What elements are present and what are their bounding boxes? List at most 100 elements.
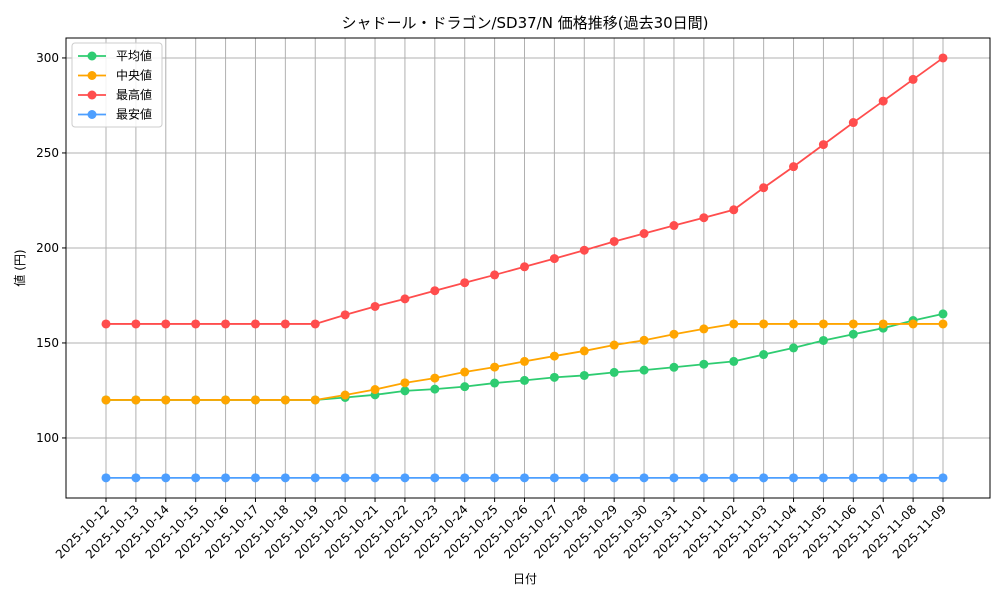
data-point <box>699 213 709 223</box>
data-point <box>430 373 440 383</box>
data-point <box>430 384 440 394</box>
data-point <box>400 294 410 304</box>
data-point <box>848 473 858 483</box>
data-point <box>310 319 320 329</box>
data-point <box>131 395 141 405</box>
data-point <box>789 473 799 483</box>
data-point <box>340 310 350 320</box>
data-point <box>908 319 918 329</box>
legend-box <box>71 42 163 128</box>
data-point <box>938 319 948 329</box>
legend-entry: 中央値 <box>78 68 152 83</box>
y-tick-label: 100 <box>36 431 59 445</box>
y-tick-label: 200 <box>36 241 59 255</box>
data-point <box>818 473 828 483</box>
data-point <box>400 378 410 388</box>
grid <box>66 38 990 498</box>
data-point <box>400 386 410 396</box>
data-point <box>579 245 589 255</box>
data-point <box>759 183 769 193</box>
data-point <box>400 473 410 483</box>
data-point <box>490 270 500 280</box>
x-axis-label: 日付 <box>513 572 537 586</box>
data-point <box>818 319 828 329</box>
data-point <box>908 473 918 483</box>
data-point <box>490 362 500 372</box>
data-point <box>191 319 201 329</box>
data-point <box>191 473 201 483</box>
legend-entry: 最高値 <box>78 87 152 102</box>
data-point <box>729 473 739 483</box>
data-point <box>490 473 500 483</box>
data-point <box>520 375 529 385</box>
data-point <box>310 395 320 405</box>
data-point <box>131 319 141 329</box>
data-point <box>221 319 231 329</box>
data-point <box>250 319 260 329</box>
legend-label: 平均値 <box>116 48 152 63</box>
data-point <box>908 74 918 84</box>
data-point <box>938 53 948 63</box>
legend-marker <box>87 110 97 119</box>
data-point <box>460 367 470 377</box>
data-point <box>759 350 769 360</box>
data-point <box>161 395 171 405</box>
y-tick-label: 250 <box>36 146 59 160</box>
legend-label: 最安値 <box>116 107 152 122</box>
data-point <box>460 473 470 483</box>
data-point <box>669 221 679 231</box>
data-point <box>669 329 679 339</box>
data-point <box>729 319 739 329</box>
data-point <box>609 473 619 483</box>
data-point <box>789 319 799 329</box>
data-point <box>370 301 380 311</box>
data-point <box>818 335 828 345</box>
data-point <box>669 362 679 372</box>
data-point <box>878 96 888 106</box>
data-point <box>310 473 320 483</box>
data-point <box>161 473 171 483</box>
data-point <box>848 118 858 128</box>
data-point <box>609 340 619 350</box>
data-point <box>131 473 141 483</box>
y-axis-label: 値 (円) <box>12 249 27 286</box>
data-point <box>430 286 440 296</box>
data-point <box>639 229 649 239</box>
data-point <box>280 395 290 405</box>
data-point <box>699 359 709 369</box>
x-axis: 2025-10-122025-10-132025-10-142025-10-15… <box>53 498 949 561</box>
data-point <box>729 205 739 215</box>
chart-title: シャドール・ドラゴン/SD37/N 価格推移(過去30日間) <box>341 14 708 32</box>
data-point <box>699 324 709 334</box>
data-point <box>221 395 231 405</box>
data-point <box>460 382 470 392</box>
data-point <box>250 395 260 405</box>
data-point <box>430 473 440 483</box>
data-point <box>549 254 559 264</box>
data-point <box>340 390 350 400</box>
data-point <box>759 319 769 329</box>
data-point <box>460 278 470 288</box>
data-point <box>848 329 858 339</box>
series-group <box>101 53 948 483</box>
data-point <box>490 378 500 388</box>
data-point <box>370 473 380 483</box>
data-point <box>549 351 559 361</box>
data-point <box>878 473 888 483</box>
legend-label: 最高値 <box>116 87 152 102</box>
plot-frame <box>65 37 991 499</box>
data-point <box>818 140 828 150</box>
legend-entry: 平均値 <box>78 48 152 63</box>
y-axis: 100 150 200 250 300 <box>36 51 66 445</box>
data-point <box>370 385 380 395</box>
series-3 <box>101 473 948 483</box>
series-2 <box>101 53 948 329</box>
data-point <box>340 473 350 483</box>
data-point <box>161 319 171 329</box>
data-point <box>609 367 619 377</box>
data-point <box>101 473 111 483</box>
data-point <box>579 473 589 483</box>
data-point <box>669 473 679 483</box>
data-point <box>221 473 231 483</box>
data-point <box>639 335 649 345</box>
